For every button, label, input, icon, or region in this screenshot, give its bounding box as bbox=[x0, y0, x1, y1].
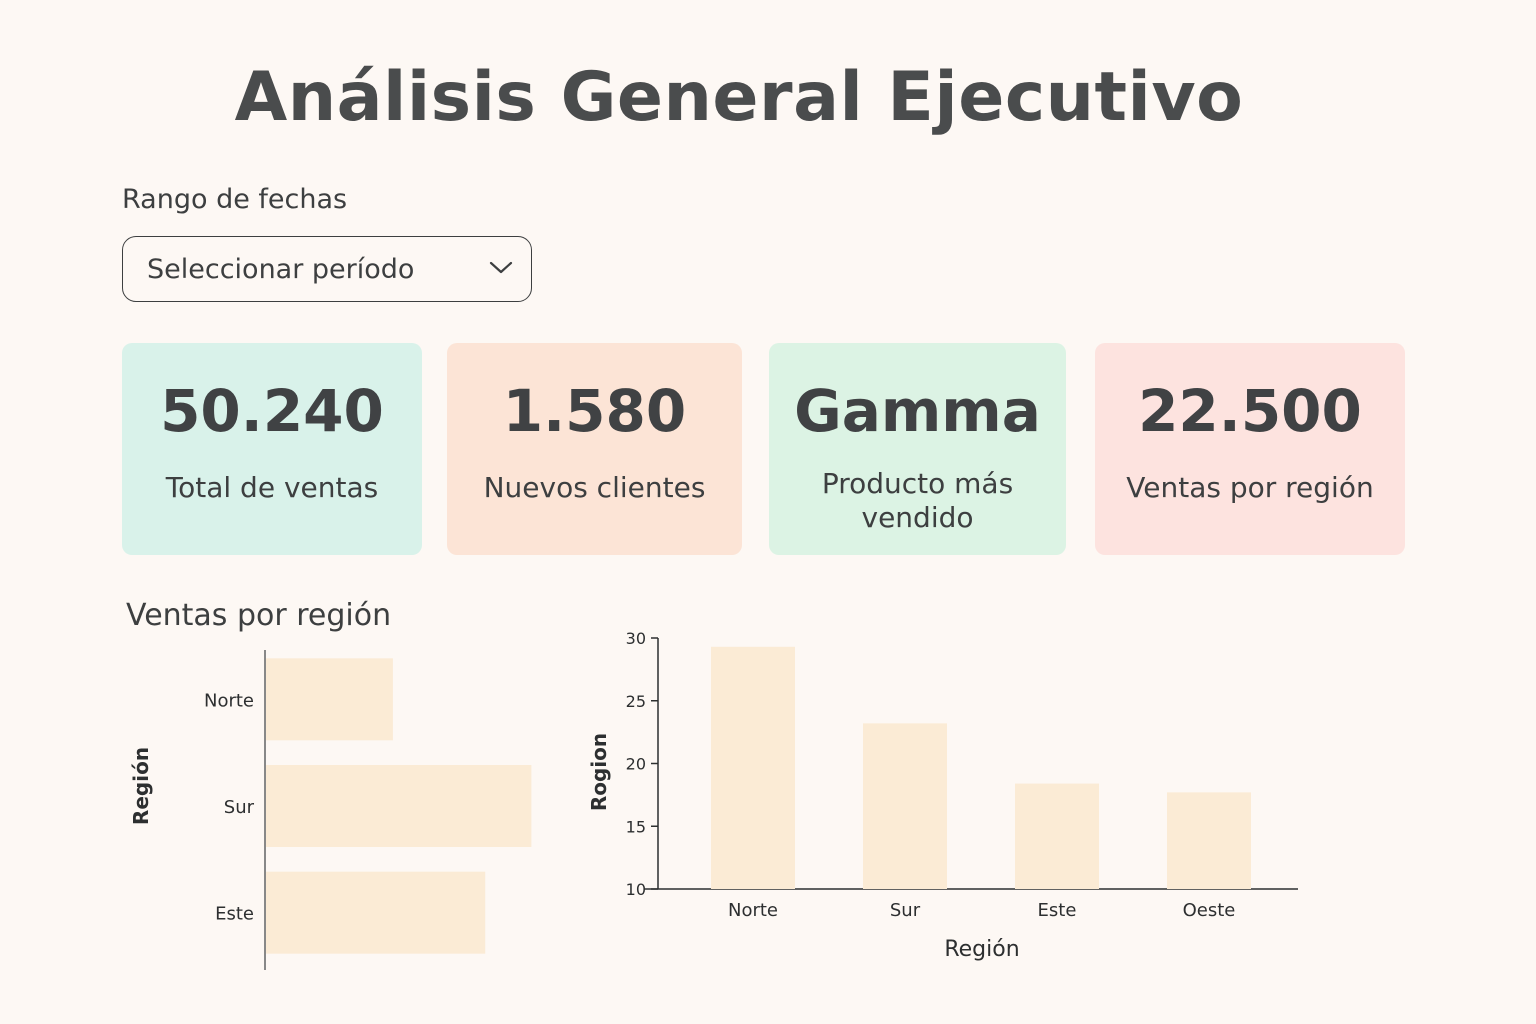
chevron-down-icon bbox=[489, 261, 513, 274]
vertical-bar-chart: Rogion Región 10 15 20 25 30 Norte Sur Este Oest… bbox=[587, 629, 1298, 962]
bar bbox=[266, 658, 393, 741]
category-tick-label: Norte bbox=[204, 690, 254, 711]
y-tick-label: 30 bbox=[626, 629, 646, 648]
bar bbox=[266, 871, 486, 954]
x-tick-label: Norte bbox=[728, 900, 778, 921]
kpi-label: Ventas por región bbox=[1126, 471, 1374, 504]
kpi-card-new-clients: 1.580 Nuevos clientes bbox=[447, 343, 742, 555]
page-title: Análisis General Ejecutivo bbox=[234, 58, 1244, 137]
kpi-label: Nuevos clientes bbox=[483, 471, 706, 504]
y-tick-label: 15 bbox=[626, 817, 646, 836]
bar bbox=[1015, 783, 1099, 889]
category-tick-label: Este bbox=[215, 904, 254, 925]
category-tick-label: Sur bbox=[224, 797, 255, 818]
kpi-value: 1.580 bbox=[502, 377, 687, 445]
y-tick-label: 10 bbox=[626, 880, 646, 899]
kpi-card-sales-by-region: 22.500 Ventas por región bbox=[1095, 343, 1405, 555]
period-select[interactable]: Seleccionar período bbox=[122, 236, 532, 302]
bar bbox=[863, 723, 947, 889]
kpi-value: 50.240 bbox=[160, 377, 384, 445]
horizontal-bar-chart: Región Norte Sur Este bbox=[129, 650, 532, 970]
x-axis-label: Región bbox=[944, 937, 1019, 962]
kpi-label: Total de ventas bbox=[165, 471, 379, 504]
y-tick-label: 20 bbox=[626, 755, 646, 774]
bar bbox=[266, 765, 532, 847]
y-tick-label: 25 bbox=[626, 692, 646, 711]
kpi-value: 22.500 bbox=[1138, 377, 1362, 445]
x-tick-label: Oeste bbox=[1183, 900, 1236, 921]
kpi-label: Producto más vendido bbox=[821, 467, 1014, 534]
x-tick-label: Este bbox=[1038, 900, 1077, 921]
bar bbox=[1167, 792, 1251, 889]
period-select-value: Seleccionar período bbox=[147, 253, 415, 285]
kpi-card-total-sales: 50.240 Total de ventas bbox=[122, 343, 422, 555]
kpi-card-top-product: Gamma Producto más vendido bbox=[769, 343, 1066, 555]
bar bbox=[711, 646, 795, 889]
date-range-label: Rango de fechas bbox=[122, 184, 348, 215]
section-title: Ventas por región bbox=[126, 598, 392, 633]
kpi-value: Gamma bbox=[794, 377, 1041, 445]
y-axis-label: Rogion bbox=[587, 733, 611, 811]
y-axis-label: Región bbox=[129, 747, 153, 825]
x-tick-label: Sur bbox=[890, 900, 921, 921]
